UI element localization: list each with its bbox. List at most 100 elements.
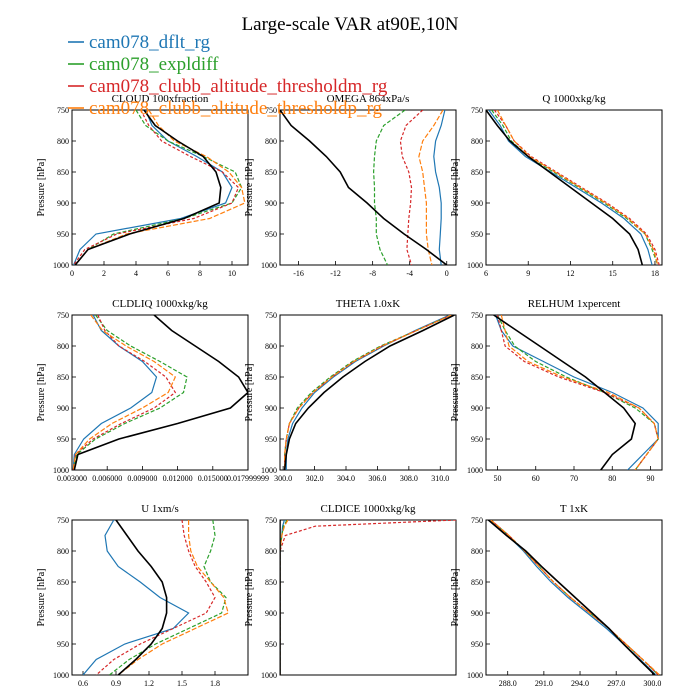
panel-q: Q 1000xkg/kg Pressure [hPa] 750 800 850 900 95… bbox=[450, 93, 663, 278]
y-axis-label: Pressure [hPa] bbox=[244, 363, 255, 421]
y-tick-label: 950 bbox=[265, 230, 277, 239]
series-line-3 bbox=[284, 315, 452, 470]
y-tick-label: 800 bbox=[57, 137, 69, 146]
obs-line bbox=[115, 520, 168, 675]
y-tick-label: 850 bbox=[265, 373, 277, 382]
x-tick-label: 302.0 bbox=[306, 474, 324, 483]
x-tick-label: 10 bbox=[228, 269, 236, 278]
y-tick-label: 750 bbox=[471, 311, 483, 320]
series-line-4 bbox=[418, 110, 444, 265]
panel-title: CLOUD 100xfraction bbox=[112, 93, 209, 105]
y-tick-label: 1000 bbox=[467, 261, 483, 270]
legend-item: cam078_clubb_altitude_thresholdm_rg bbox=[68, 76, 388, 97]
y-tick-label: 750 bbox=[471, 106, 483, 115]
series-line-3 bbox=[73, 110, 240, 265]
x-tick-label: 6 bbox=[166, 269, 170, 278]
series-line-1 bbox=[433, 110, 446, 265]
panel-t: T 1xK Pressure [hPa] 750 800 850 900 950 1000 28… bbox=[450, 503, 663, 688]
y-tick-label: 1000 bbox=[467, 466, 483, 475]
y-tick-label: 850 bbox=[471, 168, 483, 177]
x-tick-label: 1.8 bbox=[210, 679, 220, 688]
x-tick-label: 4 bbox=[134, 269, 138, 278]
obs-line bbox=[493, 315, 637, 470]
panel-title: OMEGA 864xPa/s bbox=[327, 93, 410, 105]
legend-label: cam078_expldiff bbox=[89, 54, 219, 75]
plot-frame bbox=[485, 314, 663, 471]
x-tick-label: 0.003000 bbox=[57, 474, 87, 483]
y-tick-label: 800 bbox=[265, 547, 277, 556]
y-tick-label: 1000 bbox=[261, 261, 277, 270]
x-tick-label: -8 bbox=[369, 269, 376, 278]
series-line-3 bbox=[95, 520, 216, 675]
x-tick-label: 308.0 bbox=[400, 474, 418, 483]
y-tick-label: 950 bbox=[471, 435, 483, 444]
y-tick-label: 850 bbox=[471, 578, 483, 587]
series-line-2 bbox=[72, 315, 188, 470]
x-tick-label: 306.0 bbox=[368, 474, 386, 483]
y-tick-label: 1000 bbox=[53, 466, 69, 475]
series-line-2 bbox=[496, 315, 659, 470]
panel-title: CLDICE 1000xkg/kg bbox=[320, 503, 416, 515]
obs-line bbox=[74, 110, 222, 265]
y-tick-label: 850 bbox=[57, 373, 69, 382]
x-tick-label: 300.0 bbox=[274, 474, 292, 483]
x-tick-label: 291.0 bbox=[535, 679, 553, 688]
y-tick-label: 900 bbox=[265, 609, 277, 618]
legend-item: cam078_dflt_rg bbox=[68, 32, 211, 53]
y-tick-label: 1000 bbox=[261, 466, 277, 475]
obs-line bbox=[487, 520, 656, 675]
y-tick-label: 800 bbox=[265, 137, 277, 146]
series-line-1 bbox=[285, 315, 450, 470]
obs-line bbox=[283, 315, 455, 470]
x-tick-label: 304.0 bbox=[337, 474, 355, 483]
y-tick-label: 950 bbox=[471, 230, 483, 239]
x-tick-label: 0.009000 bbox=[127, 474, 157, 483]
x-tick-label: 18 bbox=[651, 269, 659, 278]
x-tick-label: 0.017999999 bbox=[227, 474, 269, 483]
y-tick-label: 850 bbox=[57, 168, 69, 177]
series-line-3 bbox=[72, 315, 177, 470]
y-axis-label: Pressure [hPa] bbox=[36, 363, 47, 421]
y-tick-label: 750 bbox=[57, 516, 69, 525]
series-line-4 bbox=[496, 110, 659, 265]
x-tick-label: 0.006000 bbox=[92, 474, 122, 483]
x-tick-label: 15 bbox=[609, 269, 617, 278]
x-tick-label: 0 bbox=[445, 269, 449, 278]
legend-label: cam078_clubb_altitude_thresholdm_rg bbox=[89, 76, 388, 97]
x-tick-label: -16 bbox=[293, 269, 304, 278]
y-axis-label: Pressure [hPa] bbox=[244, 158, 255, 216]
plot-frame bbox=[485, 519, 663, 676]
legend-item: cam078_expldiff bbox=[68, 54, 219, 75]
plot-frame bbox=[279, 519, 457, 676]
panel-title: CLDLIQ 1000xkg/kg bbox=[112, 298, 208, 310]
series-line-4 bbox=[284, 315, 452, 470]
panel-theta: THETA 1.0xK Pressure [hPa] 750 800 850 900 950… bbox=[244, 298, 457, 483]
y-tick-label: 750 bbox=[265, 311, 277, 320]
panel-title: U 1xm/s bbox=[141, 503, 179, 515]
series-line-1 bbox=[72, 315, 158, 470]
x-tick-label: 297.0 bbox=[607, 679, 625, 688]
y-tick-label: 900 bbox=[57, 404, 69, 413]
series-line-1 bbox=[495, 315, 659, 470]
series-line-2 bbox=[372, 110, 406, 265]
y-tick-label: 950 bbox=[57, 640, 69, 649]
panel-u: U 1xm/s Pressure [hPa] 750 800 850 900 950 1000… bbox=[36, 503, 249, 688]
series-line-2 bbox=[491, 110, 659, 265]
y-tick-label: 900 bbox=[471, 199, 483, 208]
series-line-2 bbox=[284, 315, 452, 470]
obs-line bbox=[280, 110, 448, 265]
panel-title: Q 1000xkg/kg bbox=[542, 93, 606, 105]
plot-frame bbox=[279, 109, 457, 266]
series-line-2 bbox=[74, 110, 243, 265]
y-tick-label: 850 bbox=[471, 373, 483, 382]
y-tick-label: 900 bbox=[265, 404, 277, 413]
y-axis-label: Pressure [hPa] bbox=[450, 158, 461, 216]
y-tick-label: 750 bbox=[57, 106, 69, 115]
y-axis-label: Pressure [hPa] bbox=[450, 363, 461, 421]
x-tick-label: 6 bbox=[484, 269, 488, 278]
obs-line bbox=[73, 315, 248, 470]
y-tick-label: 850 bbox=[265, 168, 277, 177]
y-axis-label: Pressure [hPa] bbox=[450, 568, 461, 626]
legend-label: cam078_clubb_altitude_thresholdp_rg bbox=[89, 98, 383, 119]
legend: cam078_dflt_rgcam078_expldiffcam078_club… bbox=[68, 32, 388, 119]
